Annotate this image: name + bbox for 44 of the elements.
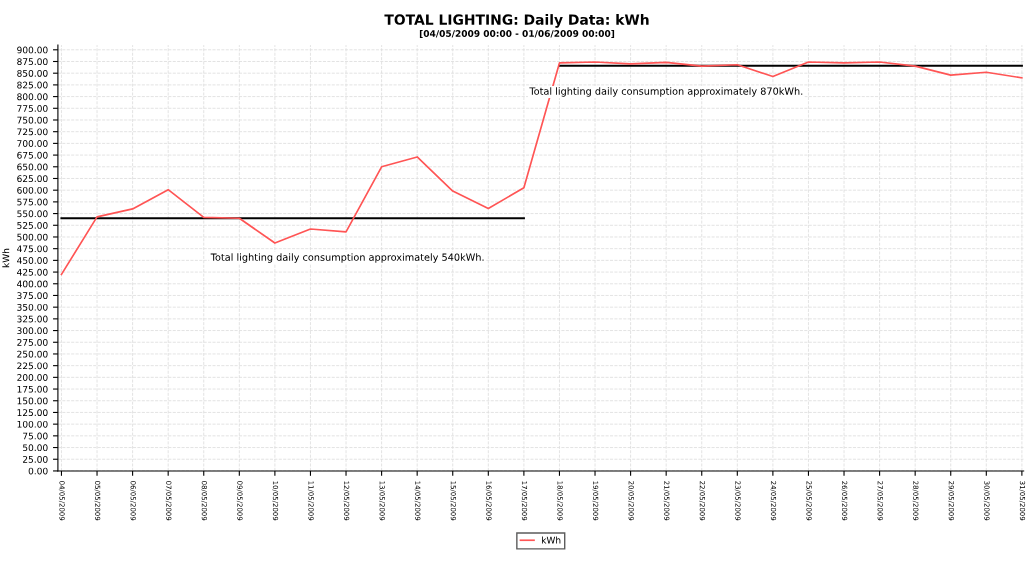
y-tick-label: 75.00 — [23, 432, 48, 440]
y-tick-label: 200.00 — [17, 374, 48, 381]
legend-label: kWh — [542, 536, 561, 544]
y-tick-label: 625.00 — [17, 175, 48, 183]
y-tick-label: 225.00 — [17, 362, 48, 370]
chart-title: TOTAL LIGHTING: Daily Data: kWh — [384, 14, 649, 28]
y-tick-label: 900.00 — [17, 46, 48, 54]
y-tick-label: 825.00 — [17, 81, 48, 89]
y-tick-label: 750.00 — [17, 116, 48, 124]
annotation: Total lighting daily consumption approximately 870kWh. — [529, 87, 803, 97]
y-tick-label: 425.00 — [17, 268, 48, 276]
y-tick-label: 600.00 — [17, 186, 48, 194]
y-tick-label: 125.00 — [17, 409, 48, 417]
y-tick-label: 400.00 — [17, 280, 48, 288]
y-tick-label: 675.00 — [17, 151, 48, 159]
y-tick-label: 475.00 — [17, 245, 48, 253]
y-tick-label: 800.00 — [17, 93, 48, 101]
chart-subtitle: [04/05/2009 00:00 - 01/06/2009 00:00] — [419, 29, 615, 38]
y-tick-label: 850.00 — [17, 69, 48, 77]
y-tick-label: 150.00 — [17, 397, 48, 405]
y-tick-label: 25.00 — [23, 455, 48, 463]
y-tick-label: 350.00 — [17, 303, 48, 311]
y-tick-label: 650.00 — [17, 163, 48, 171]
y-tick-label: 500.00 — [17, 233, 48, 241]
y-tick-label: 0.00 — [28, 467, 48, 475]
y-tick-label: 700.00 — [17, 140, 48, 147]
y-tick-label: 275.00 — [17, 338, 48, 346]
y-tick-label: 175.00 — [17, 385, 48, 393]
y-tick-label: 50.00 — [23, 444, 48, 452]
y-tick-label: 250.00 — [17, 350, 48, 358]
annotation: Total lighting daily consumption approximately 540kWh. — [210, 253, 484, 263]
y-tick-label: 775.00 — [17, 105, 48, 112]
y-tick-label: 550.00 — [17, 210, 48, 218]
y-tick-label: 375.00 — [17, 292, 48, 300]
y-tick-label: 575.00 — [17, 198, 48, 206]
line-series — [60, 61, 1023, 276]
y-tick-label: 725.00 — [17, 128, 48, 136]
y-tick-label: 325.00 — [17, 315, 48, 323]
y-tick-label: 450.00 — [17, 257, 48, 264]
y-axis-title: kWh — [2, 248, 10, 268]
y-tick-label: 300.00 — [17, 327, 48, 335]
y-tick-label: 875.00 — [17, 58, 48, 66]
y-tick-label: 525.00 — [17, 222, 48, 229]
y-tick-label: 100.00 — [17, 420, 48, 428]
